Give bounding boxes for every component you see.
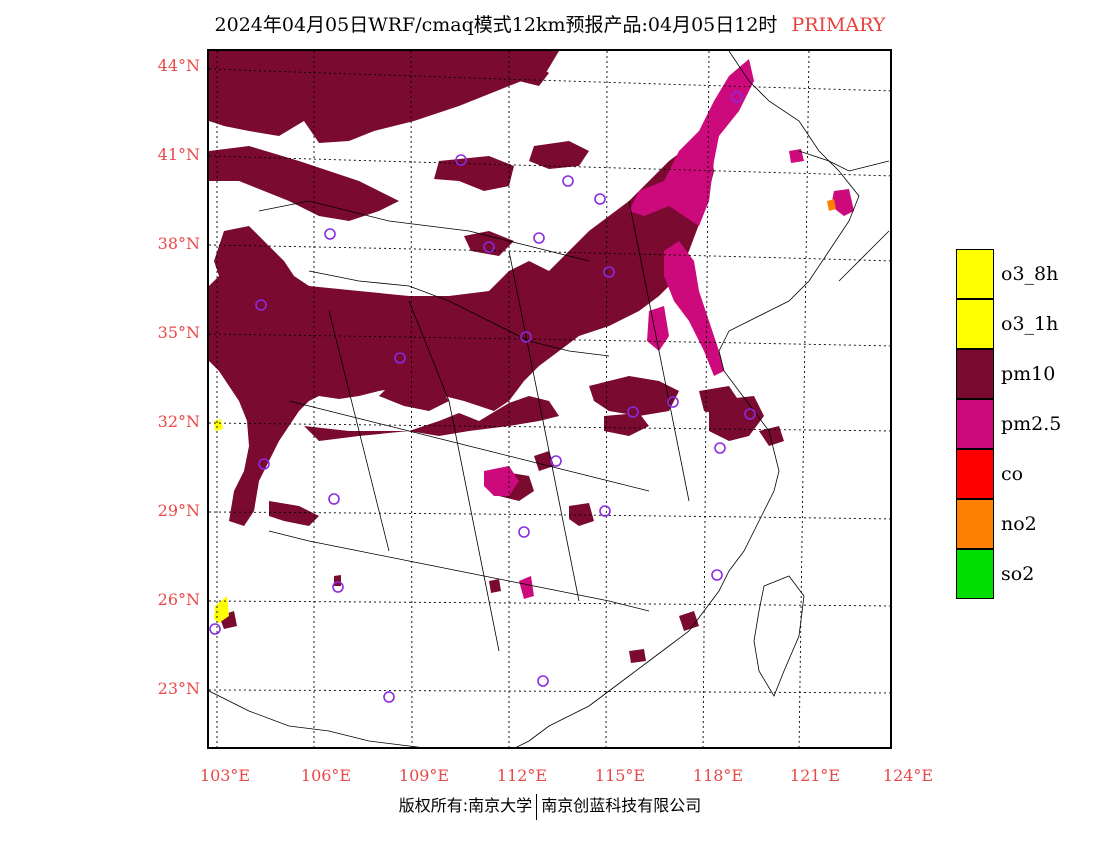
title-tag: PRIMARY xyxy=(791,14,886,36)
lon-tick-label: 112°E xyxy=(496,766,548,785)
lon-tick-label: 103°E xyxy=(199,766,251,785)
legend-label: o3_1h xyxy=(1001,313,1059,335)
lat-tick-label: 32°N xyxy=(157,412,200,431)
lon-tick-label: 124°E xyxy=(882,766,934,785)
copyright-footer: 版权所有:南京大学 南京创蓝科技有限公司 xyxy=(0,792,1100,820)
legend-swatch xyxy=(956,399,994,449)
copyright-owner: 版权所有:南京大学 xyxy=(398,796,533,815)
lat-tick-label: 26°N xyxy=(157,590,200,609)
legend-swatch xyxy=(956,449,994,499)
lat-tick-label: 41°N xyxy=(157,145,200,164)
lon-tick-label: 106°E xyxy=(300,766,352,785)
o3-region xyxy=(214,419,229,623)
footer-divider xyxy=(536,793,538,820)
lon-tick-label: 118°E xyxy=(692,766,744,785)
no2-region xyxy=(827,199,836,211)
map-title: 2024年04月05日WRF/cmaq模式12km预报产品:04月05日12时 P… xyxy=(0,10,1100,37)
legend-label: pm10 xyxy=(1001,363,1056,385)
lat-tick-label: 29°N xyxy=(157,501,200,520)
map-panel[interactable] xyxy=(207,49,892,749)
lat-tick-label: 38°N xyxy=(157,234,200,253)
legend-label: co xyxy=(1001,463,1024,485)
lon-tick-label: 109°E xyxy=(398,766,450,785)
legend-label: o3_8h xyxy=(1001,263,1059,285)
city-markers xyxy=(209,91,756,703)
boundaries xyxy=(209,51,890,747)
lat-tick-label: 44°N xyxy=(157,56,200,75)
copyright-company: 南京创蓝科技有限公司 xyxy=(541,796,702,815)
legend-label: so2 xyxy=(1001,563,1035,585)
lon-tick-label: 121°E xyxy=(789,766,841,785)
pollution-map[interactable] xyxy=(209,51,892,749)
legend-swatch xyxy=(956,349,994,399)
lon-tick-label: 115°E xyxy=(594,766,646,785)
lat-tick-label: 35°N xyxy=(157,323,200,342)
legend-swatch xyxy=(956,299,994,349)
legend-swatch xyxy=(956,549,994,599)
lat-tick-label: 23°N xyxy=(157,679,200,698)
legend-swatch xyxy=(956,499,994,549)
legend-label: pm2.5 xyxy=(1001,413,1062,435)
legend-swatch xyxy=(956,249,994,299)
graticule xyxy=(209,51,890,747)
title-main: 2024年04月05日WRF/cmaq模式12km预报产品:04月05日12时 xyxy=(214,14,778,36)
legend-label: no2 xyxy=(1001,513,1037,535)
